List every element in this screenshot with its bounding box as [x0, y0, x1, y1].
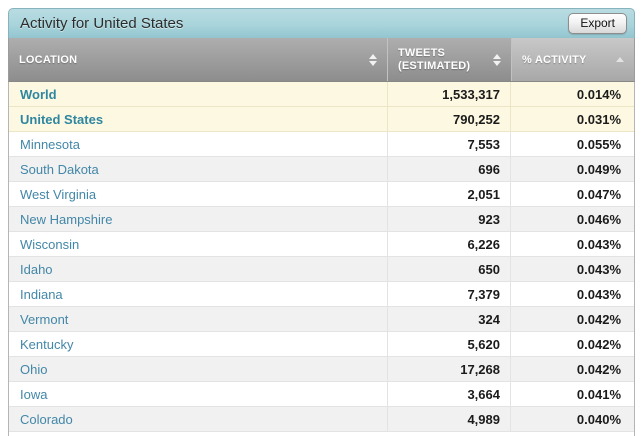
- tweets-cell: 923: [387, 207, 511, 231]
- tweets-cell: 696: [387, 157, 511, 181]
- location-cell: Idaho: [9, 257, 387, 281]
- location-cell: Wisconsin: [9, 232, 387, 256]
- location-cell: Colorado: [9, 407, 387, 431]
- export-button[interactable]: Export: [568, 13, 627, 34]
- location-link[interactable]: New Hampshire: [20, 211, 113, 227]
- tweets-cell: 6,226: [387, 232, 511, 256]
- tweets-cell: 1,533,317: [387, 82, 511, 106]
- panel-title: Activity for United States: [20, 15, 184, 32]
- activity-cell: 0.042%: [576, 336, 621, 352]
- location-link[interactable]: Indiana: [20, 286, 63, 302]
- location-link[interactable]: Idaho: [20, 261, 53, 277]
- location-cell: Iowa: [9, 382, 387, 406]
- activity-cell: 0.014%: [576, 86, 621, 102]
- location-cell: South Dakota: [9, 157, 387, 181]
- location-link[interactable]: Ohio: [20, 361, 48, 377]
- location-link[interactable]: Wisconsin: [20, 236, 80, 252]
- location-cell: Kentucky: [9, 332, 387, 356]
- tweets-cell: 650: [387, 257, 511, 281]
- tweets-cell: 17,268: [387, 357, 511, 381]
- location-cell: Ohio: [9, 357, 387, 381]
- column-header-activity[interactable]: % ACTIVITY: [511, 38, 634, 81]
- table-row: World 1,533,317 0.014%: [9, 82, 634, 107]
- activity-cell: 0.043%: [576, 261, 621, 277]
- sort-asc-icon: [616, 57, 624, 62]
- column-header-location[interactable]: LOCATION: [9, 38, 387, 81]
- activity-panel: Activity for United States Export LOCATI…: [8, 8, 635, 436]
- location-cell: West Virginia: [9, 182, 387, 206]
- activity-cell: 0.042%: [576, 361, 621, 377]
- tweets-cell: 5,620: [387, 332, 511, 356]
- table-row: Colorado 4,989 0.040%: [9, 407, 634, 432]
- location-link[interactable]: Kentucky: [20, 336, 74, 352]
- sort-updown-icon: [493, 53, 501, 66]
- activity-cell: 0.055%: [576, 136, 621, 152]
- table-row: Indiana 7,379 0.043%: [9, 282, 634, 307]
- activity-cell: 0.041%: [576, 386, 621, 402]
- activity-cell: 0.043%: [576, 286, 621, 302]
- tweets-cell: 790,252: [387, 107, 511, 131]
- table-row: Minnesota 7,553 0.055%: [9, 132, 634, 157]
- activity-cell: 0.049%: [576, 161, 621, 177]
- location-link[interactable]: Iowa: [20, 386, 48, 402]
- location-cell: Indiana: [9, 282, 387, 306]
- activity-cell: 0.042%: [576, 311, 621, 327]
- table-row: New Hampshire 923 0.046%: [9, 207, 634, 232]
- column-header-tweets[interactable]: TWEETS (ESTIMATED): [387, 38, 511, 81]
- table-row: West Virginia 2,051 0.047%: [9, 182, 634, 207]
- table-row: Idaho 650 0.043%: [9, 257, 634, 282]
- panel-titlebar: Activity for United States Export: [8, 8, 635, 38]
- location-cell: United States: [9, 107, 387, 131]
- tweets-cell: 3,664: [387, 382, 511, 406]
- tweets-cell: 7,553: [387, 132, 511, 156]
- partial-row: [9, 432, 634, 436]
- location-link[interactable]: Minnesota: [20, 136, 80, 152]
- activity-cell: 0.046%: [576, 211, 621, 227]
- location-link[interactable]: Colorado: [20, 411, 73, 427]
- location-link[interactable]: Vermont: [20, 311, 69, 327]
- location-link[interactable]: World: [20, 86, 57, 102]
- table-row: Ohio 17,268 0.042%: [9, 357, 634, 382]
- table-row: South Dakota 696 0.049%: [9, 157, 634, 182]
- tweets-cell: 7,379: [387, 282, 511, 306]
- location-link[interactable]: West Virginia: [20, 186, 97, 202]
- table-row: Vermont 324 0.042%: [9, 307, 634, 332]
- table-row: Kentucky 5,620 0.042%: [9, 332, 634, 357]
- table-row: United States 790,252 0.031%: [9, 107, 634, 132]
- column-header-activity-label: % ACTIVITY: [522, 53, 587, 66]
- sort-updown-icon: [369, 53, 377, 66]
- table-row: Wisconsin 6,226 0.043%: [9, 232, 634, 257]
- tweets-cell: 2,051: [387, 182, 511, 206]
- table-header-row: LOCATION TWEETS (ESTIMATED) % ACTIVITY: [8, 38, 635, 82]
- location-cell: New Hampshire: [9, 207, 387, 231]
- location-link[interactable]: United States: [20, 111, 104, 127]
- column-header-location-label: LOCATION: [19, 53, 78, 66]
- location-link[interactable]: South Dakota: [20, 161, 99, 177]
- activity-cell: 0.047%: [576, 186, 621, 202]
- activity-cell: 0.031%: [576, 111, 621, 127]
- location-cell: Minnesota: [9, 132, 387, 156]
- location-cell: Vermont: [9, 307, 387, 331]
- tweets-cell: 4,989: [387, 407, 511, 431]
- column-header-tweets-label: TWEETS (ESTIMATED): [398, 46, 471, 72]
- tweets-cell: 324: [387, 307, 511, 331]
- location-cell: World: [9, 82, 387, 106]
- table-row: Iowa 3,664 0.041%: [9, 382, 634, 407]
- activity-cell: 0.043%: [576, 236, 621, 252]
- table-body: World 1,533,317 0.014% United States 790,252…: [8, 82, 635, 436]
- activity-cell: 0.040%: [576, 411, 621, 427]
